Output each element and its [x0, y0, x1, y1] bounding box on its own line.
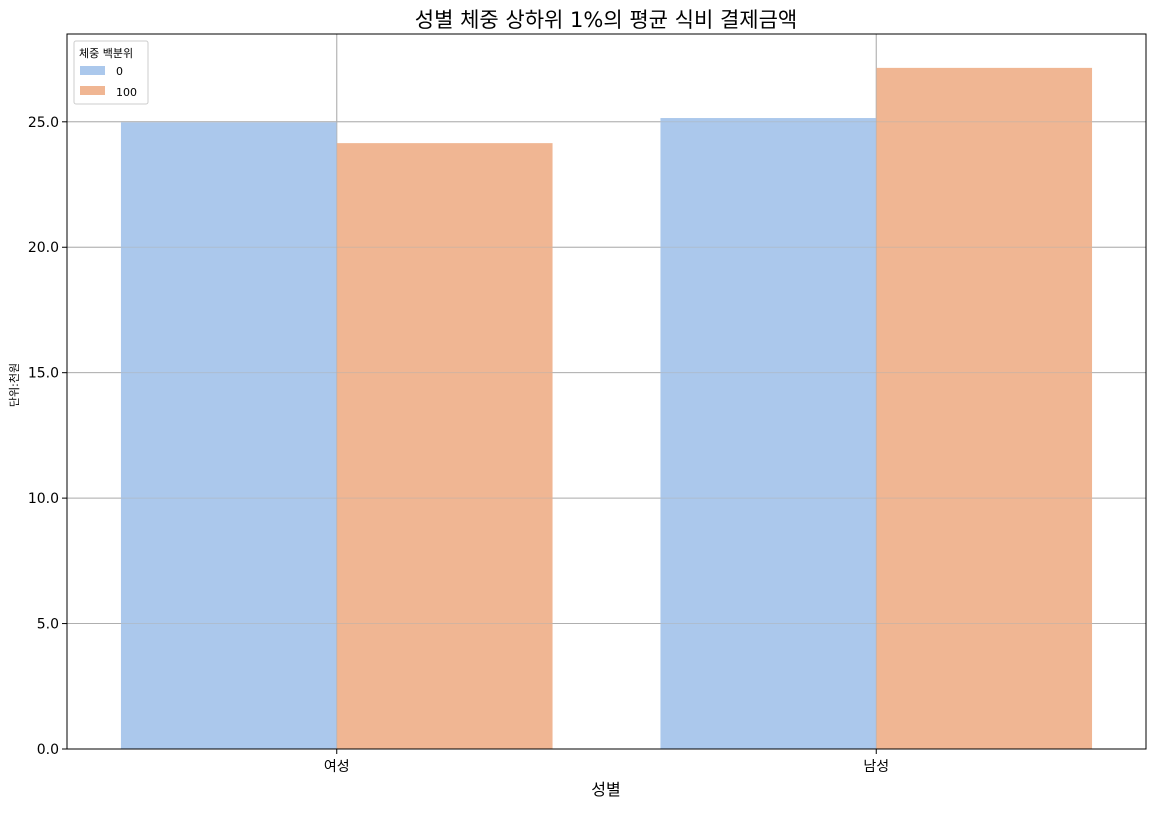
bar-series-0-남성: [660, 118, 877, 749]
legend: 체중 백분위 0 100: [73, 40, 149, 105]
x-tick-label: 여성: [324, 759, 350, 775]
legend-swatch-series-1: [80, 86, 105, 95]
x-tick-label: 남성: [863, 759, 889, 775]
plot-frame: [66, 33, 1147, 750]
legend-title: 체중 백분위: [79, 47, 133, 60]
y-axis-label: 단위:천원: [7, 363, 21, 407]
x-axis-label: 성별: [591, 780, 620, 799]
legend-label-series-1: 100: [116, 86, 137, 99]
y-tick-label: 20.0: [28, 240, 59, 256]
y-tick-label: 10.0: [28, 491, 59, 507]
y-tick-label: 5.0: [37, 617, 59, 633]
bar-series-1-남성: [876, 67, 1093, 750]
bar-series-1-여성: [336, 143, 553, 749]
y-tick-label: 0.0: [37, 742, 59, 758]
bars-layer: [67, 34, 1146, 750]
legend-label-series-0: 0: [116, 65, 123, 78]
y-tick-label: 25.0: [28, 115, 59, 131]
bar-series-0-여성: [120, 122, 337, 749]
chart-title: 성별 체중 상하위 1%의 평균 식비 결제금액: [415, 8, 798, 32]
legend-swatch-series-0: [80, 66, 105, 75]
y-tick-label: 15.0: [28, 366, 59, 382]
axes-layer: 0.0 5.0 10.0 15.0 20.0 25.0 여성 남성: [28, 33, 1147, 775]
